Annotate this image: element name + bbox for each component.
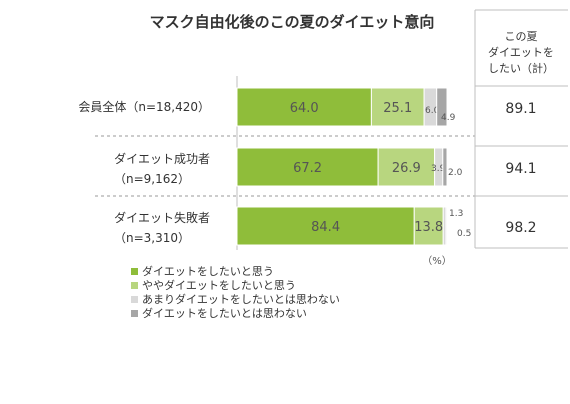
legend-swatch (131, 282, 138, 289)
data-label: 1.3 (449, 209, 463, 219)
bar-segment (377, 147, 436, 187)
legend-swatch (131, 268, 138, 275)
legend: ダイエットをしたいと思うややダイエットをしたいと思うあまりダイエットをしたいとは… (131, 264, 340, 320)
category-label-line: ダイエット失敗者 (114, 210, 210, 225)
data-label: 67.2 (293, 161, 322, 176)
bar-segment (445, 206, 448, 246)
unit-label: （%） (422, 255, 452, 267)
bar-segment (413, 206, 444, 246)
summary-value: 98.2 (505, 220, 536, 236)
data-label: 6.0 (425, 106, 440, 116)
data-label: 4.9 (441, 113, 456, 123)
category-label: ダイエット失敗者 （n=3,310） (114, 210, 210, 245)
data-label: 84.4 (311, 220, 340, 235)
legend-label: ダイエットをしたいとは思わない (142, 306, 307, 320)
data-label: 0.5 (457, 229, 471, 239)
bar-segment (442, 147, 448, 187)
summary-value: 89.1 (505, 101, 536, 117)
bar-segment (436, 87, 448, 127)
legend-label: ややダイエットをしたいと思う (142, 278, 296, 292)
category-label-line: （n=3,310） (114, 231, 190, 245)
category-label-line: ダイエット成功者 (114, 151, 210, 166)
data-label: 13.8 (414, 220, 443, 235)
data-label: 25.1 (383, 101, 412, 116)
data-label: 3.9 (431, 164, 446, 174)
category-label-line: （n=9,162） (114, 172, 190, 186)
category-label: 会員全体（n=18,420） (78, 99, 210, 114)
legend-swatch (131, 310, 138, 317)
summary-header: ダイエットを (488, 45, 554, 59)
legend-label: ダイエットをしたいと思う (142, 264, 274, 278)
bar-segment (370, 87, 425, 127)
chart-title: マスク自由化後のこの夏のダイエット意向 (150, 13, 435, 31)
data-label: 26.9 (392, 161, 421, 176)
legend-swatch (131, 296, 138, 303)
legend-label: あまりダイエットをしたいとは思わない (142, 292, 340, 306)
summary-value: 94.1 (505, 161, 536, 177)
summary-header: したい（計） (488, 61, 554, 75)
category-label: ダイエット成功者 （n=9,162） (114, 151, 210, 186)
summary-header: この夏 (505, 30, 538, 43)
data-label: 2.0 (448, 168, 463, 178)
plot-area: 会員全体（n=18,420） ダイエット成功者 （n=9,162） ダイエット失敗者 （… (78, 76, 475, 267)
data-label: 64.0 (290, 101, 319, 116)
